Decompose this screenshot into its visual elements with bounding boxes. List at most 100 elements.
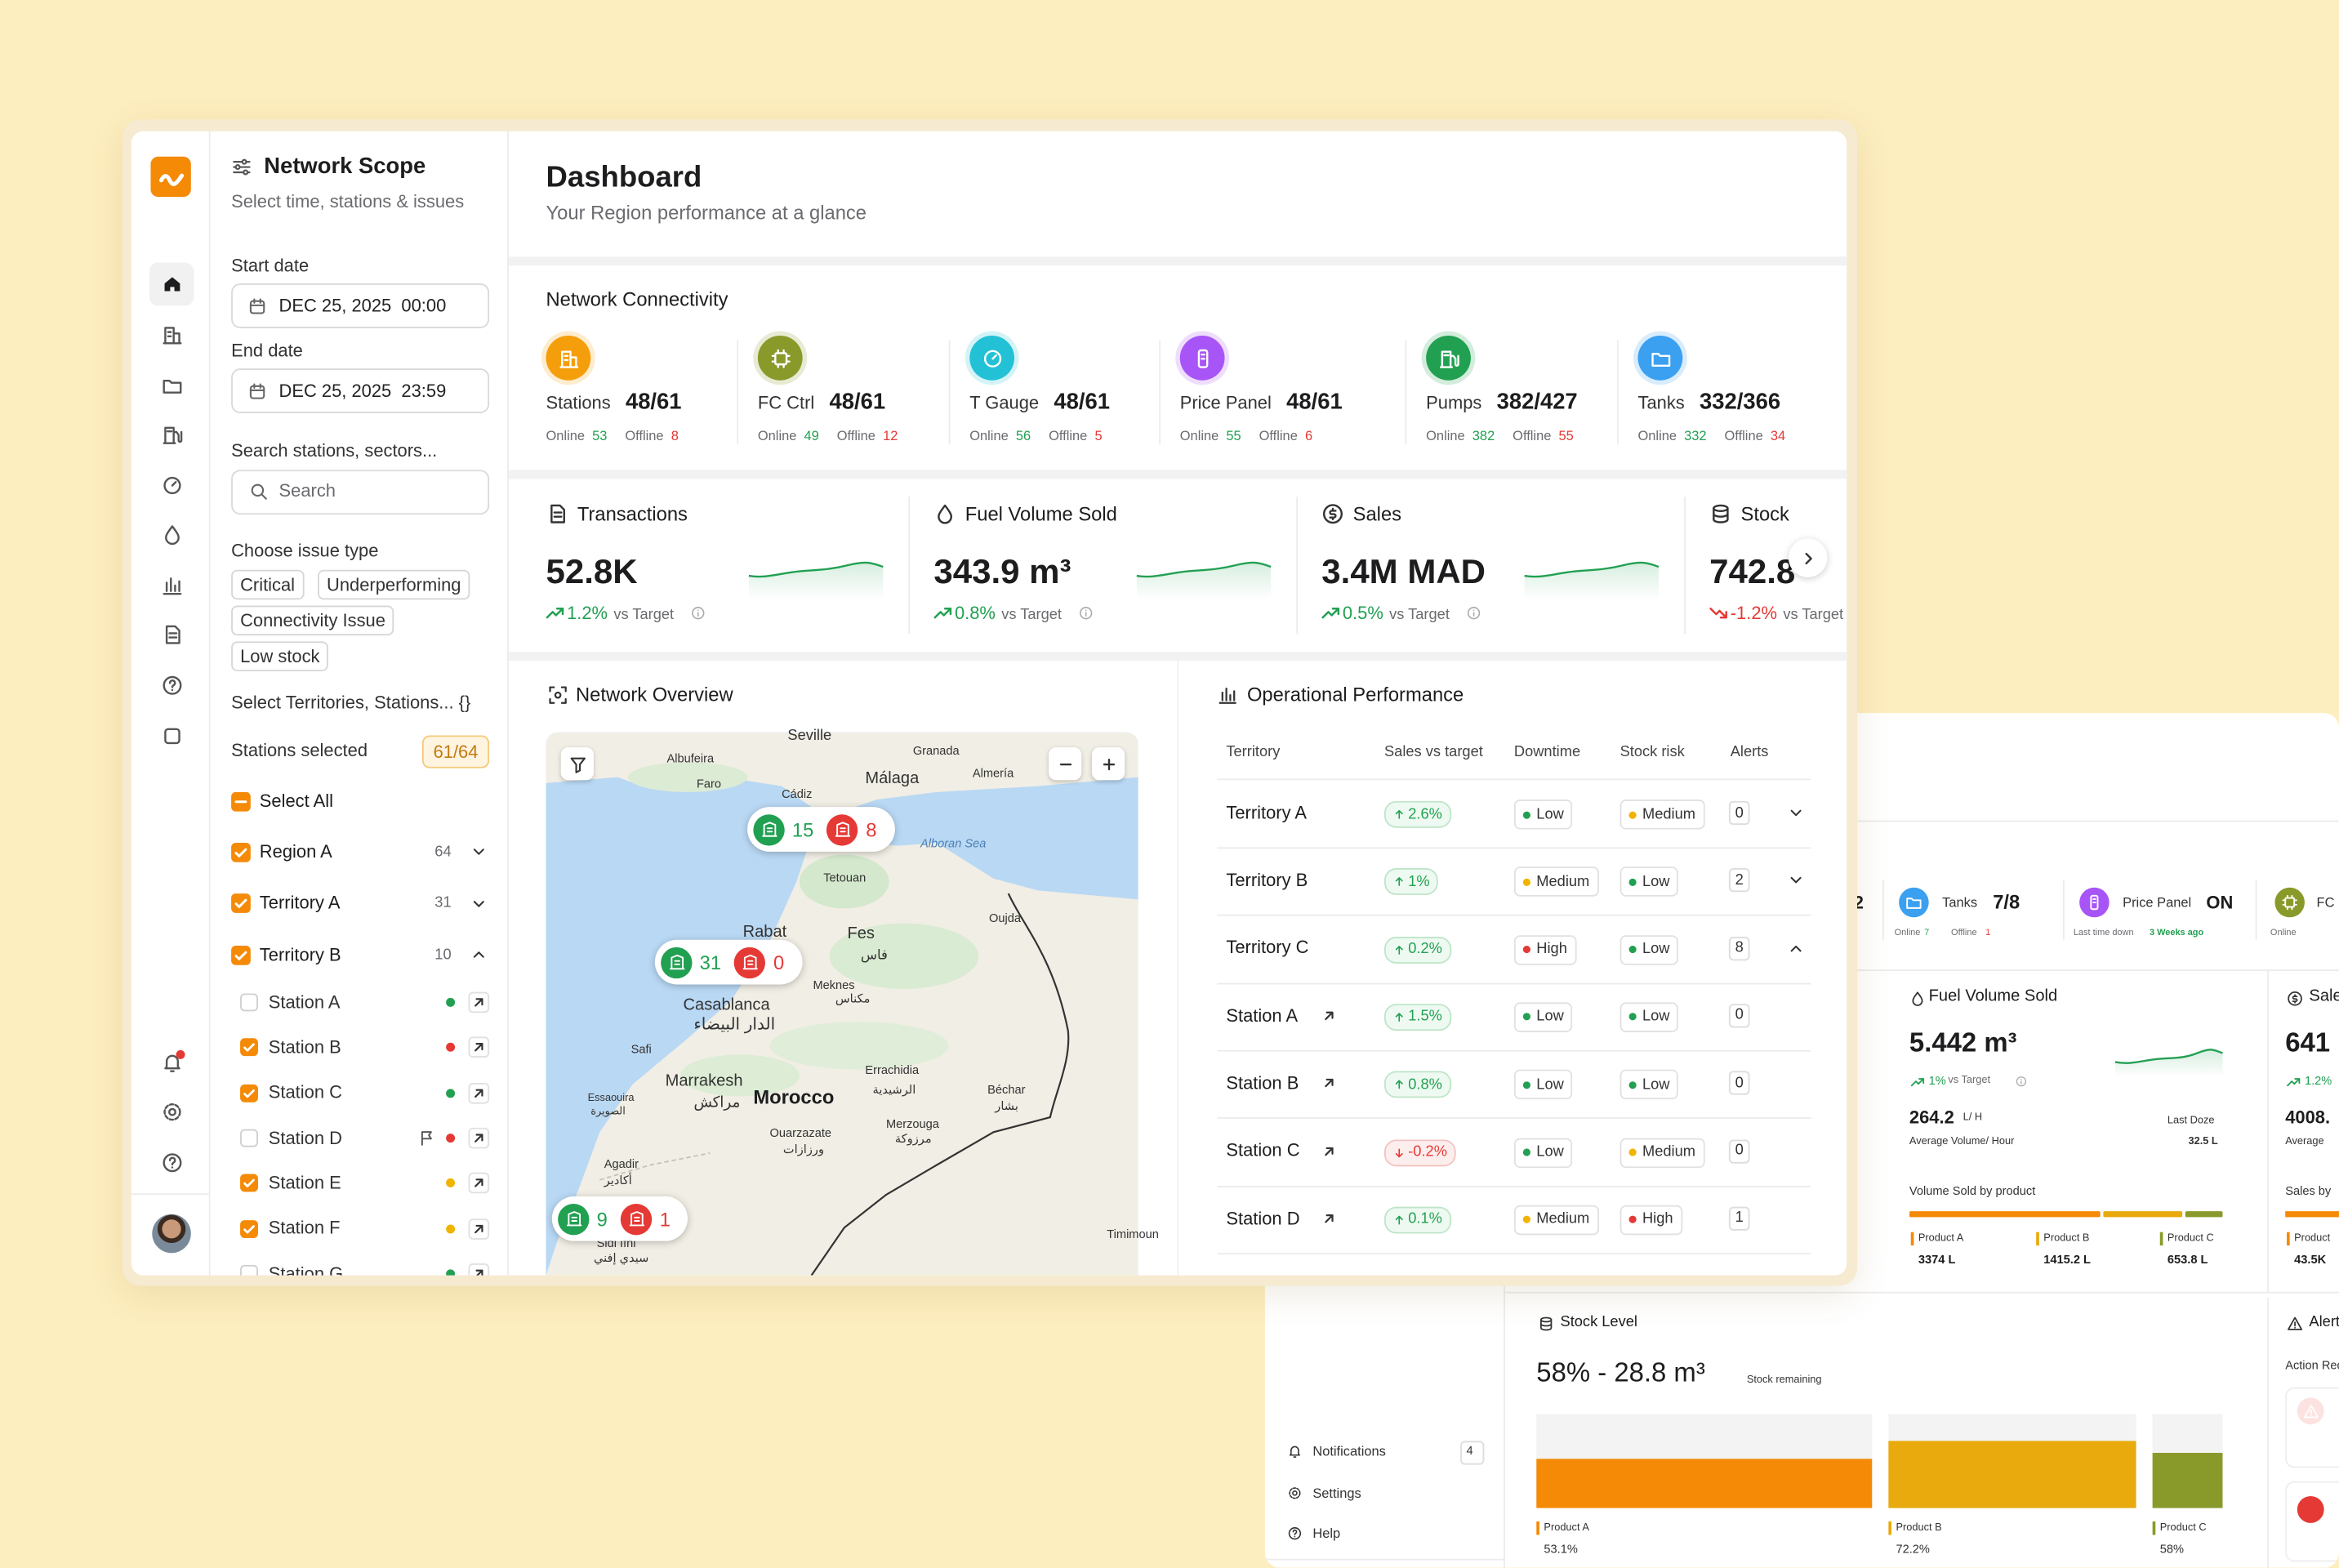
device-label: Pumps xyxy=(1426,392,1482,413)
device-stat: Tanks 332/366 xyxy=(1637,390,1780,415)
legend-swatch xyxy=(2159,1232,2163,1246)
divider xyxy=(208,131,211,1276)
level-dot xyxy=(1522,1013,1530,1022)
status-icon xyxy=(2274,887,2305,918)
issue-chip[interactable]: Low stock xyxy=(231,641,329,671)
kpi-change: 0.8% vs Target xyxy=(955,603,1062,624)
map-label: Béchar xyxy=(987,1083,1026,1097)
map-label: Marrakesh xyxy=(665,1072,743,1091)
station-label: Station B xyxy=(268,1036,341,1058)
nav-item: Settings xyxy=(1312,1485,1361,1500)
row-expand xyxy=(1790,809,1802,817)
checkbox[interactable] xyxy=(240,993,258,1012)
checkbox[interactable] xyxy=(240,1174,258,1192)
alert-value: 0 xyxy=(1735,1143,1744,1160)
level-dot xyxy=(1522,878,1530,886)
section-title: Network Connectivity xyxy=(546,287,728,311)
field-label: Search stations, sectors... xyxy=(231,439,438,461)
value: 53.1% xyxy=(1544,1542,1578,1557)
nav-icon xyxy=(163,475,180,494)
checkbox[interactable] xyxy=(240,1129,258,1147)
alert-item xyxy=(2285,1387,2339,1468)
map-cluster[interactable]: 31 0 xyxy=(654,939,803,985)
link-button[interactable] xyxy=(468,1218,490,1239)
nav-item: Help xyxy=(1312,1525,1341,1541)
scroll-icon xyxy=(1804,551,1811,564)
checkbox[interactable] xyxy=(240,1264,258,1276)
count: 31 xyxy=(425,893,461,914)
icon xyxy=(233,158,251,176)
device-stat: Price Panel 48/61 xyxy=(1180,390,1343,415)
issue-chip[interactable]: Underperforming xyxy=(318,569,470,600)
column-header: Sales vs target xyxy=(1383,744,1483,761)
map-cluster[interactable]: 15 8 xyxy=(747,807,895,852)
selected-badge: 61/64 xyxy=(421,735,490,768)
map-label: Casablanca xyxy=(683,996,770,1015)
panel-title: Network Scope xyxy=(264,154,426,180)
row-name: Station D xyxy=(1226,1207,1300,1229)
icon xyxy=(937,503,952,523)
level-pill: Low xyxy=(1513,1137,1573,1168)
count: 64 xyxy=(425,841,461,862)
connectivity-section xyxy=(507,265,1847,470)
link-button[interactable] xyxy=(468,1082,490,1103)
level-dot xyxy=(1522,1080,1530,1089)
map-label: Errachidia xyxy=(865,1063,920,1078)
alert-count: 2 xyxy=(1728,868,1750,893)
checkbox[interactable] xyxy=(240,1038,258,1057)
checkbox[interactable] xyxy=(230,945,250,964)
link-button[interactable] xyxy=(468,1036,490,1058)
trend-arrow xyxy=(1393,943,1406,956)
scroll-button[interactable] xyxy=(1788,538,1828,577)
kpi-title: Stock xyxy=(1740,502,1789,526)
label: Sales by xyxy=(2285,1184,2332,1199)
link-button[interactable] xyxy=(468,991,490,1013)
checkbox[interactable] xyxy=(230,842,250,862)
nav-icon xyxy=(162,326,181,344)
status-dot xyxy=(446,1043,456,1053)
kpi-value: 52.8K xyxy=(546,552,638,591)
label: Online xyxy=(2270,929,2297,939)
issue-chip[interactable]: Connectivity Issue xyxy=(231,605,394,636)
link-button[interactable] xyxy=(468,1127,490,1149)
icon xyxy=(1651,352,1670,367)
level-dot xyxy=(1628,1013,1637,1022)
status-dot xyxy=(446,1088,456,1098)
offline-value: 34 xyxy=(1770,428,1786,443)
link-button[interactable] xyxy=(468,1263,490,1276)
checkbox[interactable] xyxy=(240,1219,258,1238)
start-date-input[interactable] xyxy=(231,283,490,328)
checkbox[interactable] xyxy=(230,893,250,913)
link-button[interactable] xyxy=(468,1172,490,1194)
label: Tanks xyxy=(1942,894,1978,910)
level-pill: Low xyxy=(1619,866,1679,898)
status-icon xyxy=(1899,887,1929,918)
map-filter[interactable] xyxy=(560,747,594,781)
level-text: Medium xyxy=(1642,806,1695,823)
online-label: Online xyxy=(757,428,797,443)
checkbox[interactable] xyxy=(240,1084,258,1102)
device-label: T Gauge xyxy=(969,392,1040,413)
divider xyxy=(1217,1185,1811,1187)
label: vs Target xyxy=(1948,1075,1991,1086)
end-date-input[interactable] xyxy=(231,368,490,413)
value: 1 xyxy=(1985,929,1991,939)
online-label: Online xyxy=(969,428,1009,443)
sales-pill: 2.6% xyxy=(1383,800,1451,828)
issue-chip[interactable]: Critical xyxy=(231,569,305,600)
title: Alerts xyxy=(2309,1314,2339,1331)
label: Action Required xyxy=(2285,1359,2339,1373)
icon xyxy=(559,350,578,368)
level-pill: Low xyxy=(1619,934,1679,965)
device-icon xyxy=(1426,335,1471,381)
map-label: مراكش xyxy=(693,1094,741,1111)
search-input[interactable] xyxy=(231,470,490,515)
group-label: Region A xyxy=(259,840,332,862)
device-status: Online 53 Offline 8 xyxy=(546,428,678,443)
icon xyxy=(2090,894,2099,911)
sales-pill: -0.2% xyxy=(1383,1138,1456,1166)
legend-label: Product A xyxy=(1918,1233,1964,1244)
divider xyxy=(1405,340,1407,445)
level-text: Low xyxy=(1536,806,1564,823)
